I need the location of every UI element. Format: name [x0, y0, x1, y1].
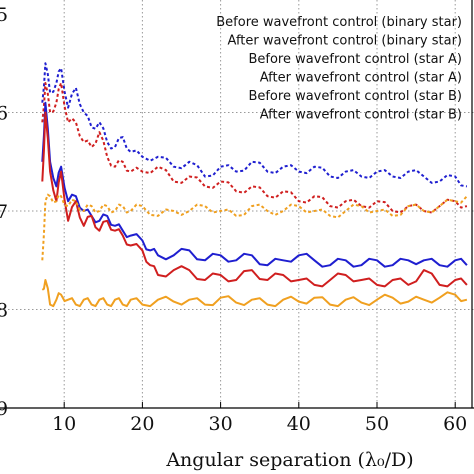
grid-lines	[0, 0, 474, 408]
x-tick-label: 30	[209, 413, 233, 435]
legend-entry: After wavefront control (star B)	[260, 108, 462, 123]
y-tick-label: 7	[0, 201, 8, 223]
tick-labels: 010203040506056789	[0, 4, 467, 435]
x-tick-label: 40	[287, 413, 311, 435]
x-tick-label: 10	[52, 413, 76, 435]
x-tick-label: 50	[365, 413, 389, 435]
y-tick-label: 6	[0, 103, 8, 125]
x-tick-label: 60	[443, 413, 467, 435]
y-tick-label: 5	[0, 4, 8, 26]
legend-entry: After wavefront control (binary star)	[228, 34, 462, 49]
legend-entry: After wavefront control (star A)	[260, 71, 462, 86]
axes	[0, 0, 474, 409]
series-line	[41, 279, 468, 308]
series-line	[41, 111, 468, 288]
legend-entry: Before wavefront control (star B)	[248, 89, 462, 104]
series-line	[41, 82, 468, 214]
legend: Before wavefront control (binary star) Af…	[216, 15, 462, 123]
series-line	[41, 101, 468, 268]
y-tick-label: 9	[0, 398, 8, 420]
series-line	[41, 62, 468, 188]
legend-entry: Before wavefront control (binary star)	[216, 15, 462, 30]
series-line	[41, 193, 468, 261]
y-tick-label: 8	[0, 300, 8, 322]
x-tick-label: 20	[130, 413, 154, 435]
x-axis-label: Angular separation (λ₀/D)	[165, 449, 413, 471]
series-lines	[41, 62, 468, 308]
legend-entry: Before wavefront control (star A)	[248, 52, 462, 67]
